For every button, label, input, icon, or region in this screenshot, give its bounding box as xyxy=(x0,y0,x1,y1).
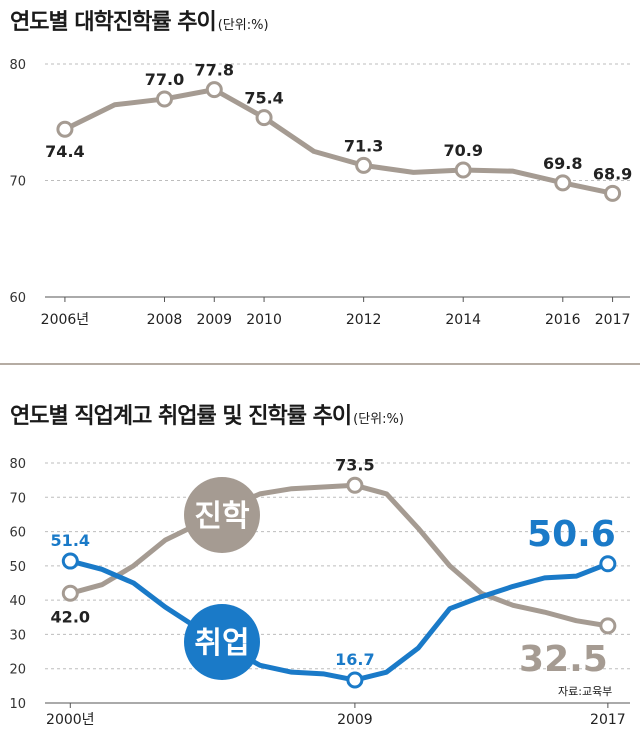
x-tick-label: 2000년 xyxy=(46,712,95,728)
data-label: 42.0 xyxy=(51,607,90,626)
data-label: 68.9 xyxy=(593,164,632,183)
series-label-jinhak-text: 진학 xyxy=(194,499,250,534)
y-tick-label: 40 xyxy=(9,594,26,609)
data-label: 77.0 xyxy=(145,70,184,89)
data-label: 77.8 xyxy=(195,61,234,80)
x-tick-label: 2012 xyxy=(346,312,382,328)
x-tick-label: 2010 xyxy=(246,312,282,328)
data-point-marker xyxy=(61,552,79,570)
chart-2-title: 연도별 직업계고 취업률 및 진학률 추이 (단위:%) xyxy=(10,398,404,430)
y-tick-label: 10 xyxy=(9,697,26,712)
data-point-marker xyxy=(56,120,74,138)
data-label: 16.7 xyxy=(335,650,374,669)
series-label-jinhak: 진학 xyxy=(184,477,260,553)
x-tick-label: 2017 xyxy=(595,312,631,328)
x-tick-label: 2009 xyxy=(196,312,232,328)
series-label-chwieop-text: 취업 xyxy=(194,626,249,661)
data-label: 70.9 xyxy=(443,141,482,160)
chart-1-title: 연도별 대학진학률 추이 (단위:%) xyxy=(10,4,269,36)
y-tick-label: 70 xyxy=(9,175,26,190)
source-note: 자료:교육부 xyxy=(558,685,613,698)
data-label: 73.5 xyxy=(335,455,374,474)
y-tick-label: 60 xyxy=(9,291,26,306)
x-tick-label: 2017 xyxy=(590,712,626,728)
x-tick-label: 2014 xyxy=(445,312,481,328)
data-label: 69.8 xyxy=(543,154,582,173)
data-point-marker xyxy=(554,174,572,192)
chart-2-unit: (단위:%) xyxy=(353,412,404,427)
section-divider xyxy=(0,363,640,365)
x-tick-label: 2016 xyxy=(545,312,581,328)
data-point-marker xyxy=(155,90,173,108)
data-point-marker xyxy=(346,671,364,689)
chart-1-unit: (단위:%) xyxy=(217,18,269,33)
data-label: 51.4 xyxy=(51,531,90,550)
series-label-chwieop-bubble xyxy=(184,604,260,680)
x-tick-label: 2008 xyxy=(147,312,183,328)
data-label: 32.5 xyxy=(519,639,608,680)
data-point-marker xyxy=(604,184,622,202)
y-tick-label: 30 xyxy=(9,628,26,643)
data-point-marker xyxy=(255,109,273,127)
series-label-jinhak-bubble xyxy=(184,477,260,553)
data-point-marker xyxy=(599,555,617,573)
y-tick-label: 50 xyxy=(9,560,26,575)
data-point-marker xyxy=(599,617,617,635)
data-point-marker xyxy=(205,81,223,99)
x-tick-label: 2009 xyxy=(337,712,373,728)
university-enrollment-chart: 60 70 80 2006년 2008 2009 2010 2012 2014 2016 2017 7… xyxy=(9,58,632,328)
data-point-marker xyxy=(355,156,373,174)
data-point-marker xyxy=(454,161,472,179)
data-label: 74.4 xyxy=(45,142,84,161)
chart-2-title-text: 연도별 직업계고 취업률 및 진학률 추이 xyxy=(10,404,352,429)
series-label-chwieop: 취업 xyxy=(184,604,260,680)
y-tick-label: 20 xyxy=(9,663,26,678)
data-point-marker xyxy=(346,476,364,494)
employment-rate-line xyxy=(67,558,611,683)
x-tick-label: 2006년 xyxy=(41,312,90,328)
data-label: 50.6 xyxy=(527,514,616,555)
data-label: 75.4 xyxy=(244,89,283,108)
data-point-marker xyxy=(61,584,79,602)
enrollment-rate-line xyxy=(67,482,611,629)
y-tick-label: 70 xyxy=(9,491,26,506)
data-label: 71.3 xyxy=(344,136,383,155)
y-tick-label: 80 xyxy=(9,58,26,73)
y-tick-label: 80 xyxy=(9,457,26,472)
chart-1-title-text: 연도별 대학진학률 추이 xyxy=(10,10,217,35)
y-tick-label: 60 xyxy=(9,526,26,541)
